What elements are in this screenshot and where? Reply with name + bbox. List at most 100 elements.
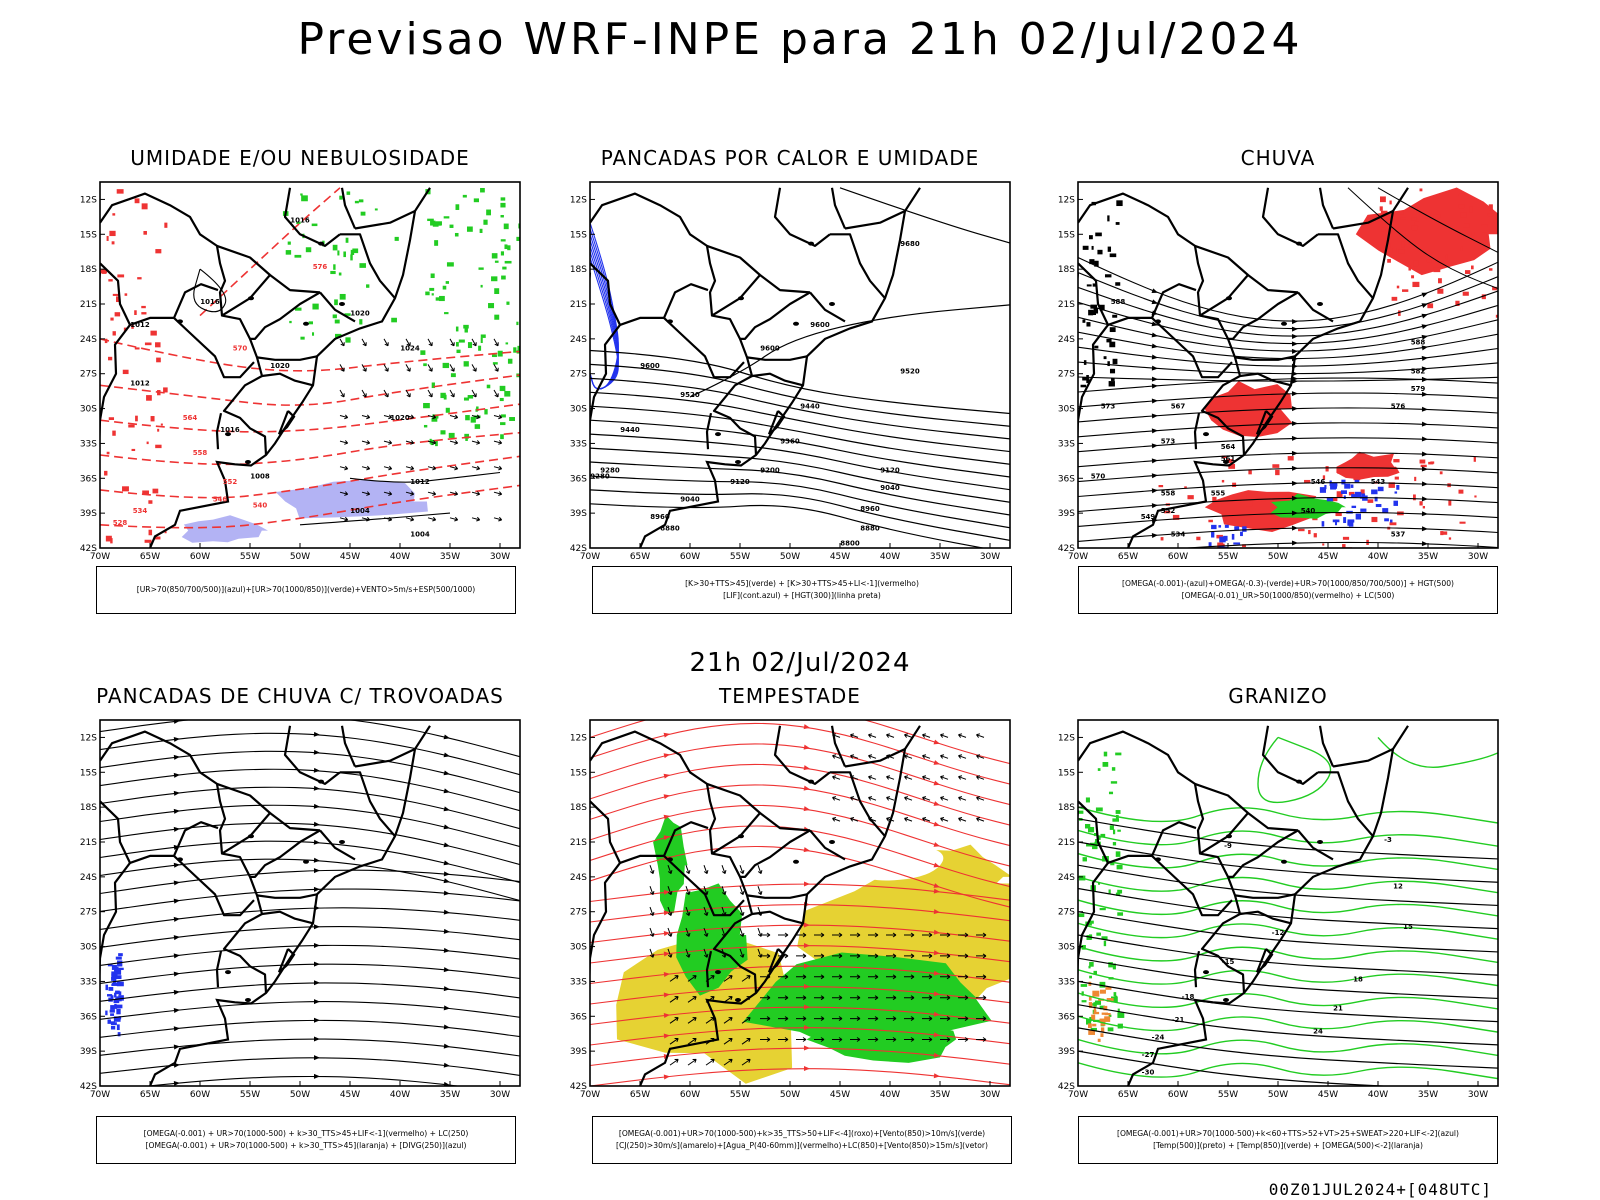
wind-vector: [760, 995, 771, 1001]
lake: [1226, 296, 1232, 301]
humidity-green-area: [430, 273, 435, 279]
hgt500-label: 558: [1161, 490, 1176, 498]
country-border: [809, 829, 846, 861]
temp850-green-dense: [1097, 768, 1101, 771]
rain-red-area: [1272, 464, 1280, 468]
lc250-streamline-arrow: [443, 806, 450, 812]
country-border: [751, 910, 804, 925]
wind-vector: [721, 865, 727, 875]
pressure-label: 1020: [270, 362, 290, 370]
wind-vector: [669, 975, 679, 982]
wind-vector: [449, 440, 459, 445]
humidity-green-area: [499, 397, 504, 402]
wind-vector: [741, 1037, 751, 1045]
lon-label: 50W: [1268, 1090, 1288, 1100]
lc500-streamline-arrow: [1151, 332, 1158, 338]
wind-vector: [958, 796, 967, 801]
lon-label: 55W: [1218, 552, 1238, 562]
thickness-red-contour-area: [131, 324, 134, 329]
thickness-red-contour-area: [134, 347, 140, 350]
legend-line: [OMEGA(-0.001)+UR>70(1000-500)+k<60+TTS>…: [1116, 1129, 1459, 1138]
lc500-streamline-arrow: [1151, 428, 1158, 434]
temp850-contour: [1078, 852, 1498, 871]
rain-red-area: [1507, 291, 1513, 297]
lat-label: 36S: [1058, 474, 1075, 484]
temp850-green-dense: [1088, 920, 1094, 924]
lat-label: 33S: [1058, 439, 1075, 449]
rain-red-area: [1228, 463, 1236, 469]
pressure-label: 1016: [220, 426, 240, 434]
lc500-streamline-arrow: [1291, 450, 1298, 456]
lat-label: 30S: [80, 405, 97, 415]
wind-vector: [760, 932, 771, 938]
lat-label: 42S: [1058, 544, 1075, 554]
thickness-red-contour-area: [160, 423, 163, 426]
lc850-streamline-arrow: [663, 794, 670, 800]
country-border: [1078, 800, 1197, 864]
lake: [225, 970, 231, 975]
divg-blue-area: [113, 1016, 121, 1022]
lc500-streamline-arrow: [1291, 480, 1298, 486]
rain-red-area: [1379, 196, 1386, 203]
humidity-green-area: [497, 350, 503, 357]
lat-label: 12S: [80, 733, 97, 743]
rain-red-area: [1380, 210, 1388, 214]
thickness-red-contour-area: [131, 448, 136, 452]
humidity-green-area: [423, 424, 428, 428]
lc500-streamline-arrow: [1151, 473, 1158, 479]
lat-label: 33S: [570, 977, 587, 987]
temp850-green-dense: [1108, 791, 1114, 795]
lc500-streamline-arrow: [1291, 391, 1298, 397]
wind-vector: [958, 754, 967, 759]
lc500-streamline-dense: [1107, 361, 1110, 367]
lc850-streamline-arrow: [663, 1074, 670, 1080]
lat-label: 33S: [570, 439, 587, 449]
lon-label: 65W: [1118, 552, 1138, 562]
hgt500-label: 573: [1161, 437, 1176, 445]
hgt300-contour: [590, 433, 1010, 491]
lc500-streamline-dense: [1092, 283, 1097, 287]
coastline-atlantic: [148, 725, 431, 1086]
lat-label: 18S: [1058, 803, 1075, 813]
pressure-label: 1004: [350, 507, 370, 515]
temp500-label: -9: [1224, 842, 1232, 850]
lc850-streamline-arrow: [803, 1066, 810, 1072]
lc850-streamline-arrow: [933, 1052, 940, 1058]
thickness-label: 558: [193, 449, 208, 457]
divg-blue-area: [110, 1005, 115, 1010]
lc850-streamline-arrow: [933, 862, 940, 868]
wind-vector: [796, 995, 807, 1001]
lake: [793, 859, 799, 864]
country-border: [173, 855, 255, 917]
thickness-label: 570: [233, 344, 248, 352]
wind-vector: [850, 796, 859, 801]
country-border: [711, 273, 811, 317]
lc500-streamline-arrow: [1421, 421, 1428, 427]
lc500-streamline-dense: [1088, 235, 1093, 240]
omega-blue-area: [1330, 485, 1337, 490]
thickness-red-contour-area: [137, 277, 142, 280]
wind-vector: [471, 516, 481, 522]
lc850-streamline-arrow: [663, 1033, 670, 1039]
rain-red-area: [1393, 459, 1400, 463]
wind-vector: [493, 516, 503, 522]
lc500-streamline: [1078, 467, 1498, 483]
lc850-streamline-arrow: [803, 963, 810, 969]
lon-label: 65W: [140, 1090, 160, 1100]
humidity-green-area: [505, 342, 509, 345]
omega-blue-area: [1218, 525, 1222, 528]
rain-red-area: [1308, 529, 1311, 535]
humidity-green-area: [423, 363, 427, 367]
omega-blue-area: [1347, 521, 1351, 526]
lc500-streamline-arrow: [1291, 540, 1298, 546]
lc250-streamline-arrow: [443, 928, 450, 934]
thickness-contour: [100, 403, 520, 433]
lc250-streamline-arrow: [313, 767, 320, 773]
rain-red-area: [1172, 514, 1180, 520]
humidity-green-area: [494, 314, 500, 320]
wind-vector: [976, 1016, 987, 1022]
country-border: [256, 355, 318, 361]
humidity-green-area: [462, 194, 467, 198]
lon-label: 70W: [1068, 552, 1088, 562]
temp850-green-dense: [1115, 810, 1121, 814]
